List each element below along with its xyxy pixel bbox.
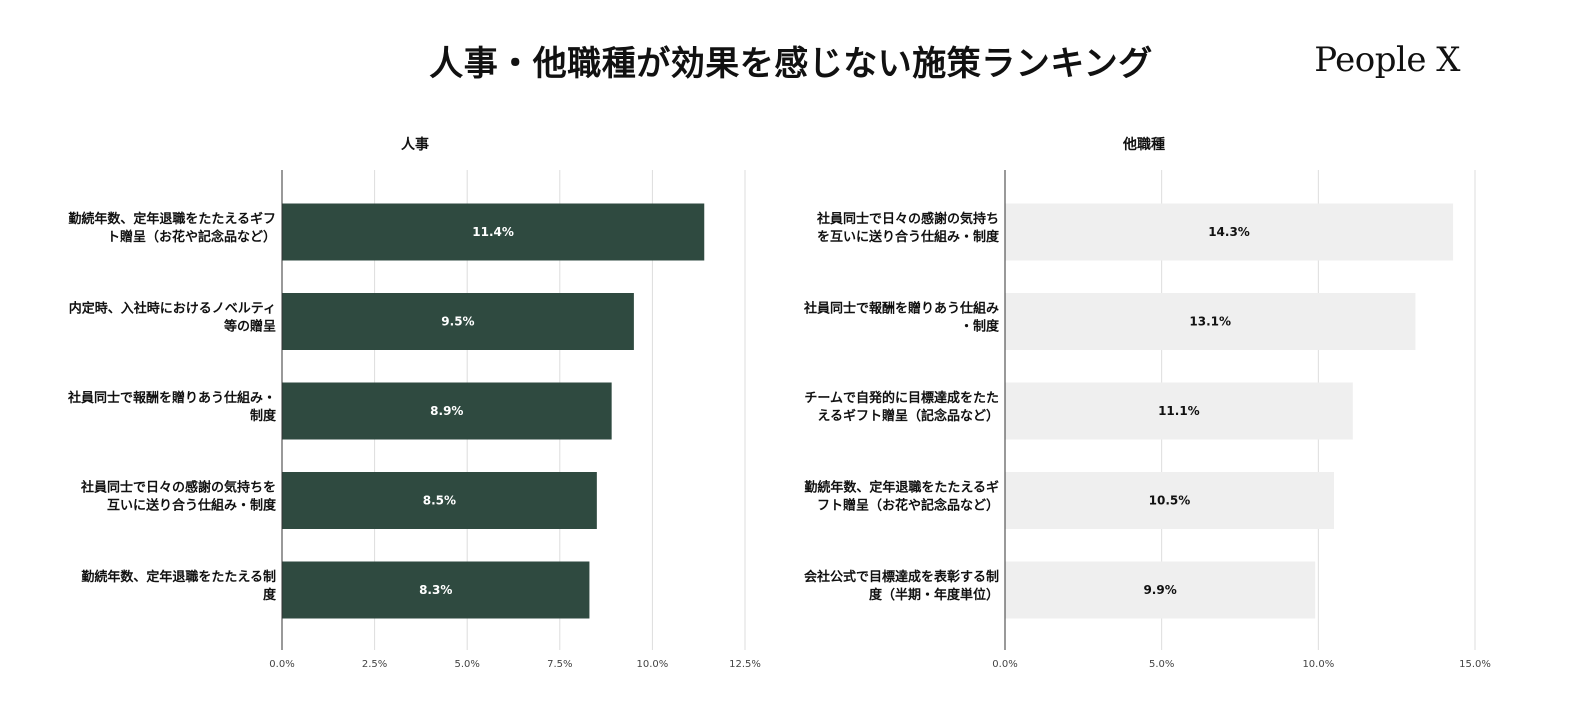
hr-tick-label: 2.5%: [362, 659, 387, 670]
hr-bar: [282, 561, 590, 619]
other-bar: [1005, 472, 1334, 529]
hr-data-label: 8.3%: [419, 583, 452, 597]
hr-category-label: 内定時、入社時におけるノベルティ等の贈呈: [69, 301, 276, 335]
other-bar: [1005, 293, 1416, 350]
other-bar: [1005, 561, 1316, 619]
hr-category-label: 勤続年数、定年退職をたたえるギフト贈呈（お花や記念品など）: [68, 211, 276, 245]
other-data-label: 13.1%: [1189, 315, 1231, 329]
other-category-label: 社員同士で日々の感謝の気持ちを互いに送り合う仕組み・制度: [816, 211, 1000, 245]
hr-tick-label: 12.5%: [729, 659, 761, 670]
hr-tick-label: 10.0%: [637, 659, 669, 670]
chart-hr-svg: 0.0% 2.5% 5.0% 7.5% 10.0% 12.5% 11.4% 勤続年数、定年退職…: [67, 170, 761, 670]
hr-data-label: 8.9%: [430, 404, 463, 418]
hr-category-label: 社員同士で報酬を贈りあう仕組み・制度: [67, 390, 277, 424]
hr-tick-label: 0.0%: [269, 659, 294, 670]
other-tick-label: 5.0%: [1149, 659, 1174, 670]
other-tick-label: 0.0%: [992, 659, 1017, 670]
other-data-label: 14.3%: [1208, 225, 1250, 239]
hr-data-label: 11.4%: [472, 225, 514, 239]
other-category-label: 勤続年数、定年退職をたたえるギフト贈呈（お花や記念品など）: [804, 480, 999, 514]
other-data-label: 9.9%: [1143, 583, 1176, 597]
chart-other: 他職種 0.0% 5.0% 10.0% 15.0% 14.3% 社員同士で日々の感謝の気持…: [791, 120, 1582, 700]
other-category-label: チームで自発的に目標達成をたたえるギフト贈呈（記念品など）: [804, 390, 999, 424]
hr-bar: [282, 382, 612, 440]
chart-title-other: 他職種: [1123, 137, 1165, 153]
hr-tick-label: 5.0%: [454, 659, 479, 670]
other-tick-label: 15.0%: [1459, 659, 1491, 670]
other-tick-label: 10.0%: [1302, 659, 1334, 670]
other-data-label: 10.5%: [1149, 494, 1191, 508]
other-bar: [1005, 382, 1353, 440]
other-category-label: 会社公式で目標達成を表彰する制度（半期・年度単位）: [804, 569, 999, 603]
hr-category-label: 勤続年数、定年退職をたたえる制度: [81, 569, 277, 603]
hr-data-label: 8.5%: [423, 494, 456, 508]
hr-category-label: 社員同士で日々の感謝の気持ちを互いに送り合う仕組み・制度: [80, 480, 277, 514]
chart-title-hr: 人事: [401, 137, 429, 153]
other-category-label: 社員同士で報酬を贈りあう仕組み・制度: [803, 301, 1000, 335]
hr-bar: [282, 472, 597, 529]
other-bar: [1005, 203, 1454, 261]
hr-bar: [282, 203, 705, 261]
chart-other-svg: 0.0% 5.0% 10.0% 15.0% 14.3% 社員同士で日々の感謝の気持ちを互い…: [803, 170, 1491, 670]
brand-logo: People X: [1314, 40, 1460, 80]
chart-hr: 人事 0.0% 2.5% 5.0% 7.5% 10.0% 12.5% 11.4% 勤続年数、定…: [0, 120, 791, 700]
other-data-label: 11.1%: [1158, 404, 1200, 418]
page-title: 人事・他職種が効果を感じない施策ランキング: [429, 44, 1153, 84]
hr-tick-label: 7.5%: [547, 659, 572, 670]
hr-data-label: 9.5%: [441, 315, 474, 329]
hr-bar: [282, 293, 634, 350]
